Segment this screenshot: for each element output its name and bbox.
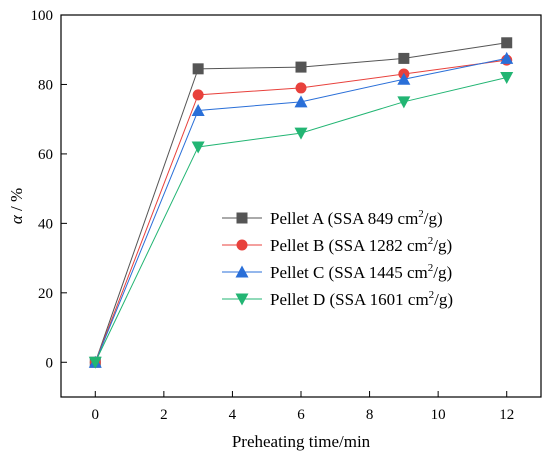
x-tick-label: 10 [431, 407, 446, 423]
y-tick-label: 60 [38, 147, 53, 163]
legend-marker [236, 239, 248, 251]
legend-label-tail: /g) [424, 209, 443, 228]
y-axis: 0 20 40 60 80 100 [31, 8, 67, 371]
legend-marker [235, 293, 249, 306]
legend: Pellet A (SSA 849 cm2/g)Pellet B (SSA 12… [222, 208, 453, 309]
x-tick-label: 6 [297, 407, 305, 423]
legend-label-base: Pellet A (SSA 849 cm [270, 209, 418, 228]
data-point [500, 51, 514, 64]
x-axis-title: Preheating time/min [232, 432, 371, 451]
legend-label: Pellet B (SSA 1282 cm2/g) [270, 235, 452, 255]
data-point [191, 141, 205, 154]
x-tick-label: 8 [366, 407, 374, 423]
legend-label-sup: 2 [418, 208, 424, 220]
legend-label-sup: 2 [429, 289, 435, 301]
data-point [398, 52, 410, 64]
y-tick-label: 80 [38, 77, 53, 93]
y-tick-label: 40 [38, 216, 53, 232]
legend-item: Pellet A (SSA 849 cm2/g) [222, 208, 443, 228]
x-tick-label: 12 [499, 407, 514, 423]
data-point [500, 72, 514, 85]
data-point [397, 72, 411, 85]
data-point [397, 96, 411, 109]
legend-item: Pellet B (SSA 1282 cm2/g) [222, 235, 452, 255]
y-axis-symbol: α [7, 214, 26, 224]
plot-area [60, 14, 542, 398]
legend-item: Pellet C (SSA 1445 cm2/g) [222, 262, 452, 282]
legend-label-base: Pellet B (SSA 1282 cm [270, 236, 428, 255]
y-tick-label: 100 [31, 8, 54, 24]
x-tick-label: 4 [229, 407, 237, 423]
data-point [294, 95, 308, 108]
legend-marker [236, 212, 248, 224]
data-point [294, 127, 308, 140]
data-point [88, 356, 102, 369]
legend-label: Pellet D (SSA 1601 cm2/g) [270, 289, 453, 309]
legend-label-base: Pellet C (SSA 1445 cm [270, 263, 428, 282]
legend-item: Pellet D (SSA 1601 cm2/g) [222, 289, 453, 309]
data-point [295, 82, 307, 94]
legend-label: Pellet A (SSA 849 cm2/g) [270, 208, 443, 228]
y-tick-label: 20 [38, 286, 53, 302]
legend-label-base: Pellet D (SSA 1601 cm [270, 290, 429, 309]
legend-marker [235, 265, 249, 278]
series-3 [88, 51, 514, 368]
y-tick-label: 0 [46, 355, 54, 371]
x-axis: 0 2 4 6 8 10 12 [92, 391, 514, 423]
x-tick-label: 2 [160, 407, 168, 423]
x-tick-label: 0 [92, 407, 100, 423]
legend-label-tail: /g) [434, 290, 453, 309]
legend-label-sup: 2 [428, 235, 434, 247]
data-point [191, 104, 205, 116]
series-group [88, 37, 514, 369]
y-axis-title: α / % [7, 188, 26, 224]
data-point [192, 89, 204, 101]
series-4 [88, 72, 514, 369]
legend-label-tail: /g) [433, 263, 452, 282]
data-point [295, 61, 307, 73]
data-point [501, 37, 513, 49]
y-axis-unit: / % [7, 188, 26, 215]
data-point [192, 63, 204, 75]
legend-label-sup: 2 [428, 262, 434, 274]
legend-label-tail: /g) [433, 236, 452, 255]
legend-label: Pellet C (SSA 1445 cm2/g) [270, 262, 452, 282]
